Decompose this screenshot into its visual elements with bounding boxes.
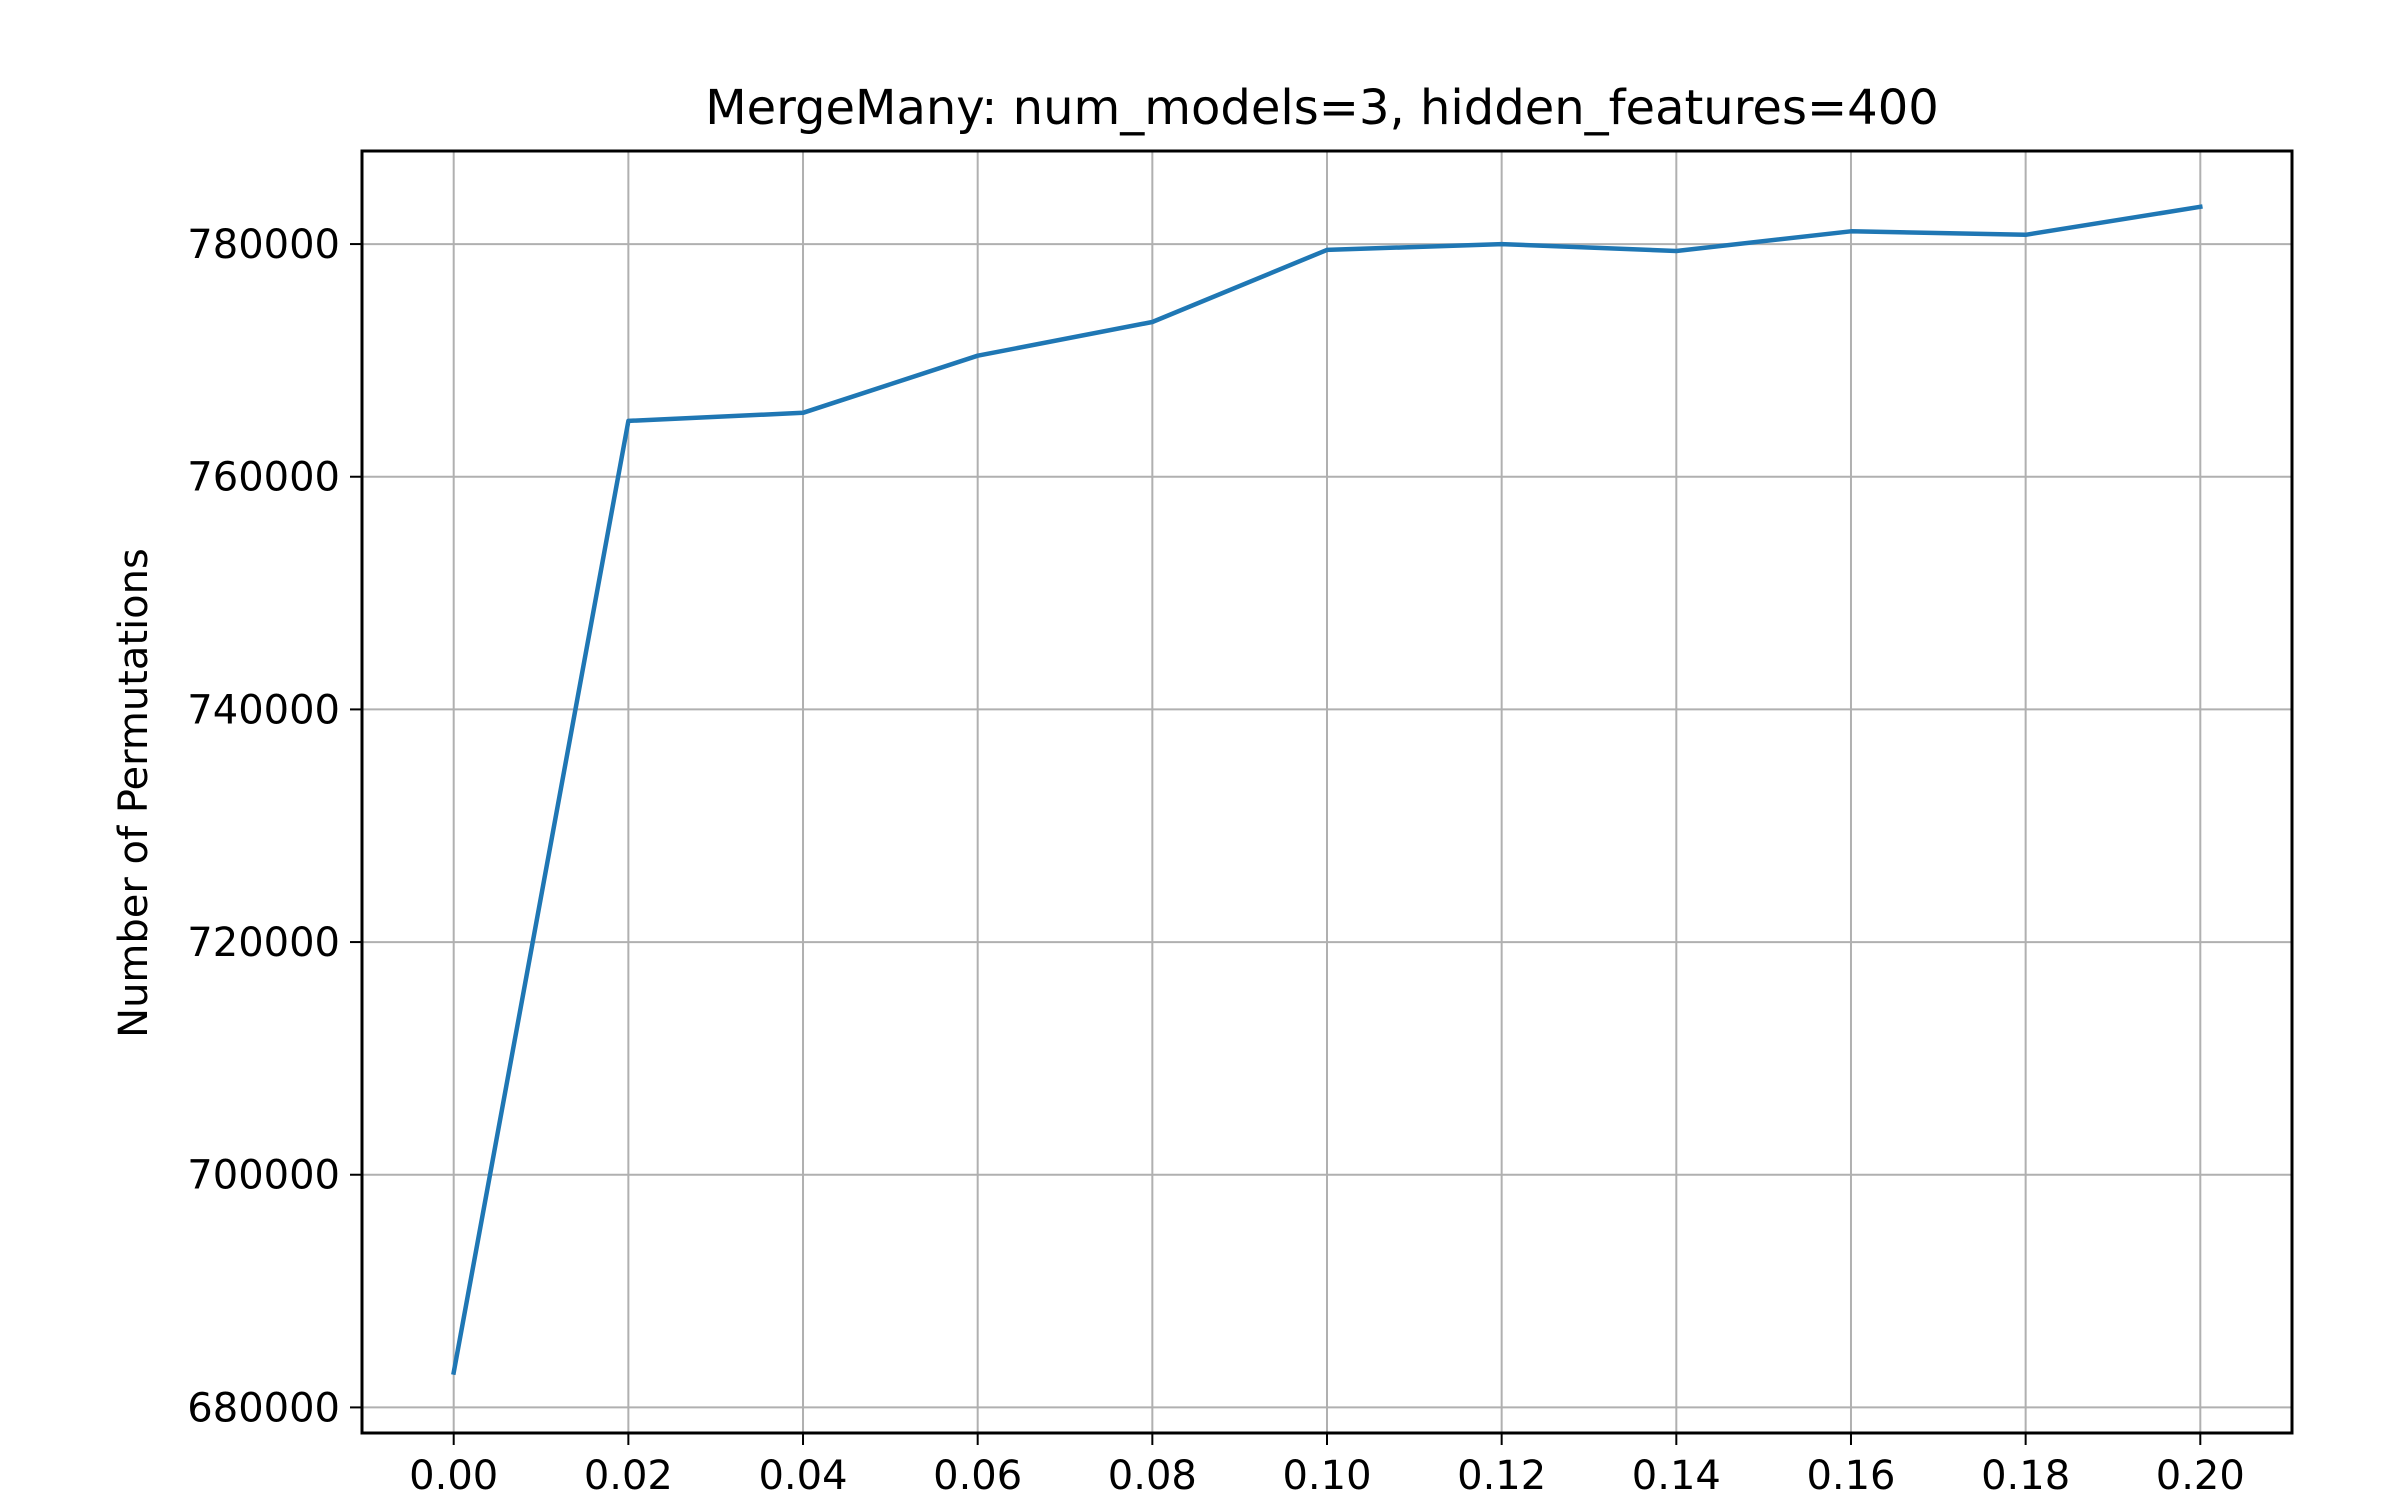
y-tick-label: 760000	[187, 455, 340, 501]
y-tick-label: 740000	[187, 687, 340, 733]
x-tick-label: 0.00	[409, 1453, 498, 1499]
x-tick-label: 0.16	[1806, 1453, 1895, 1499]
y-tick-label: 700000	[187, 1153, 340, 1199]
x-tick-label: 0.10	[1282, 1453, 1371, 1499]
y-axis: 680000 700000 720000 740000 760000 780000	[187, 222, 362, 1431]
x-tick-label: 0.06	[933, 1453, 1022, 1499]
x-tick-label: 0.04	[758, 1453, 847, 1499]
x-tick-label: 0.20	[2156, 1453, 2245, 1499]
x-axis: 0.00 0.02 0.04 0.06 0.08 0.10 0.12 0.14 0.16 0.18…	[409, 1433, 2245, 1499]
x-tick-label: 0.02	[584, 1453, 673, 1499]
chart-title: MergeMany: num_models=3, hidden_features…	[705, 80, 1939, 136]
y-tick-label: 720000	[187, 920, 340, 966]
y-tick-label: 680000	[187, 1385, 340, 1431]
series-layer	[451, 204, 2203, 1376]
y-tick-label: 780000	[187, 222, 340, 268]
x-tick-label: 0.18	[1981, 1453, 2070, 1499]
grid-lines	[362, 151, 2292, 1433]
x-tick-label: 0.12	[1457, 1453, 1546, 1499]
x-tick-label: 0.14	[1632, 1453, 1721, 1499]
y-axis-label: Number of Permutations	[111, 548, 157, 1038]
x-tick-label: 0.08	[1108, 1453, 1197, 1499]
